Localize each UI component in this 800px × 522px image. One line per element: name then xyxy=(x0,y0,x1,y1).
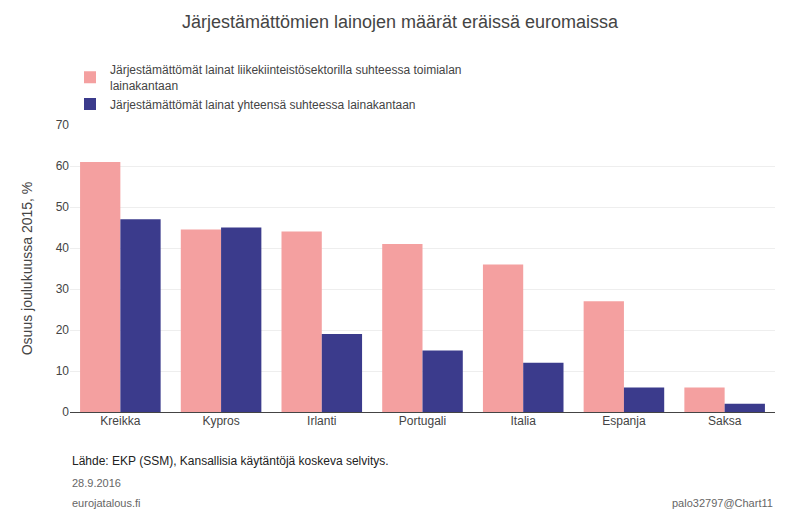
svg-text:Järjestämättömät lainat yhteen: Järjestämättömät lainat yhteensä suhtees… xyxy=(110,98,416,112)
svg-text:0: 0 xyxy=(62,405,69,419)
svg-text:Irlanti: Irlanti xyxy=(307,414,336,428)
svg-text:Järjestämättömät lainat liikek: Järjestämättömät lainat liikekiinteistös… xyxy=(110,63,462,93)
svg-text:Italia: Italia xyxy=(511,414,537,428)
svg-text:30: 30 xyxy=(56,282,70,296)
svg-text:60: 60 xyxy=(56,159,70,173)
svg-text:palo32797@Chart11: palo32797@Chart11 xyxy=(672,497,773,509)
svg-text:Lähde: EKP (SSM), Kansallisia: Lähde: EKP (SSM), Kansallisia käytäntöjä… xyxy=(72,454,389,468)
svg-text:eurojatalous.fi: eurojatalous.fi xyxy=(72,497,141,509)
svg-text:20: 20 xyxy=(56,323,70,337)
svg-text:Saksa: Saksa xyxy=(708,414,742,428)
svg-text:Kreikka: Kreikka xyxy=(100,414,140,428)
svg-text:Järjestämättömien lainojen mää: Järjestämättömien lainojen määrät eräiss… xyxy=(182,12,619,32)
svg-text:Kypros: Kypros xyxy=(202,414,239,428)
svg-text:40: 40 xyxy=(56,241,70,255)
svg-text:50: 50 xyxy=(56,200,70,214)
svg-text:Portugali: Portugali xyxy=(399,414,446,428)
svg-text:70: 70 xyxy=(56,118,70,132)
svg-text:10: 10 xyxy=(56,364,70,378)
svg-text:28.9.2016: 28.9.2016 xyxy=(72,477,121,489)
svg-text:Espanja: Espanja xyxy=(602,414,646,428)
svg-text:Osuus joulukuussa 2015, %: Osuus joulukuussa 2015, % xyxy=(19,182,35,356)
